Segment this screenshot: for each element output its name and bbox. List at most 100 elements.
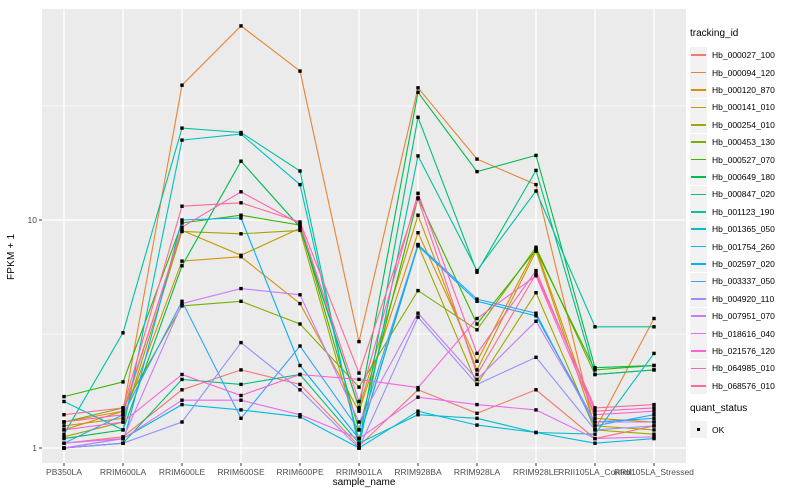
legend-color-line-icon — [691, 106, 706, 109]
data-point — [180, 402, 184, 407]
data-point — [534, 319, 538, 323]
data-point — [239, 24, 243, 28]
legend-color-line-icon — [691, 245, 706, 248]
legend-item-label: Hb_000027_100 — [712, 50, 775, 61]
data-point — [239, 286, 243, 291]
data-point — [357, 385, 361, 389]
legend-item-label: Hb_001365_050 — [712, 224, 775, 235]
data-point — [62, 399, 66, 404]
data-point — [121, 435, 125, 439]
legend-key-icon — [690, 98, 707, 116]
data-point — [239, 190, 243, 194]
legend-item-label: Hb_000453_130 — [712, 137, 775, 148]
data-point — [416, 413, 420, 417]
legend-color-line-icon — [691, 297, 706, 300]
legend-item-label: OK — [712, 424, 725, 435]
data-point — [652, 402, 656, 407]
data-point — [534, 153, 538, 158]
legend-key-icon — [690, 359, 707, 377]
data-point — [180, 372, 184, 377]
data-point — [534, 272, 538, 276]
data-point — [416, 409, 420, 413]
legend-color-line-icon — [691, 228, 706, 230]
data-point — [180, 126, 184, 130]
legend-color-line-icon — [691, 315, 706, 317]
data-point — [593, 424, 597, 428]
data-point — [534, 355, 538, 359]
data-point — [62, 394, 66, 399]
data-point — [534, 291, 538, 295]
data-point — [475, 297, 479, 301]
data-point — [298, 363, 302, 368]
data-point — [357, 377, 361, 382]
legend-item-Hb_000027_100: Hb_000027_100 — [690, 46, 775, 64]
data-point — [180, 259, 184, 263]
y-tick-label: 10 — [28, 215, 38, 225]
data-point — [62, 420, 66, 424]
x-tick-label: RRIM600LE — [159, 467, 206, 477]
data-point — [239, 299, 243, 303]
data-point — [239, 368, 243, 372]
data-point — [180, 138, 184, 142]
data-point — [534, 268, 538, 273]
data-point — [652, 413, 656, 417]
data-point — [180, 218, 184, 222]
data-point — [180, 420, 184, 424]
data-point — [416, 231, 420, 235]
data-point — [416, 197, 420, 201]
x-tick-label: RRIM928LE — [513, 467, 560, 477]
data-point — [534, 245, 538, 249]
data-point — [652, 363, 656, 368]
data-point — [357, 436, 361, 441]
data-point — [180, 229, 184, 234]
data-point — [239, 398, 243, 402]
legend-item-label: Hb_007951_070 — [712, 311, 775, 322]
data-point — [62, 436, 66, 441]
data-point — [239, 216, 243, 220]
data-point — [357, 446, 361, 450]
legend-item-label: Hb_068576_010 — [712, 380, 775, 391]
series-points-Hb_021576_120 — [62, 274, 656, 432]
x-tick-label: RRIM928LA — [454, 467, 501, 477]
legend-item-label: Hb_064985_010 — [712, 363, 775, 374]
legend-key-icon — [690, 151, 707, 168]
data-point — [62, 435, 66, 439]
legend-color-line-icon — [691, 193, 706, 196]
data-point — [180, 301, 184, 306]
data-point — [62, 424, 66, 428]
series-points-Hb_004920_110 — [62, 315, 656, 450]
data-point — [180, 83, 184, 87]
data-point — [416, 388, 420, 392]
data-point — [298, 344, 302, 348]
legend-color-line-icon — [691, 263, 706, 265]
data-point — [298, 382, 302, 387]
data-point — [180, 225, 184, 229]
data-point — [239, 132, 243, 136]
legend-item-label: Hb_018616_040 — [712, 328, 775, 339]
data-point — [180, 377, 184, 382]
legend-item-Hb_004920_110: Hb_004920_110 — [690, 290, 774, 308]
data-point — [357, 339, 361, 344]
data-point — [298, 182, 302, 187]
data-point — [121, 413, 125, 417]
data-point — [416, 395, 420, 399]
x-tick-label: RRIM600SE — [217, 467, 265, 477]
legend-key-icon — [690, 377, 707, 395]
legend-key-icon — [690, 307, 707, 325]
data-point — [62, 413, 66, 417]
x-tick-label: PB350LA — [46, 467, 82, 477]
data-point — [239, 253, 243, 257]
x-tick-label: RRIM600LA — [100, 467, 147, 477]
data-point — [180, 398, 184, 402]
legend-key-icon — [690, 238, 707, 255]
data-point — [475, 382, 479, 387]
data-point — [475, 416, 479, 420]
data-point — [593, 428, 597, 432]
data-point — [239, 340, 243, 345]
black-square-point-icon — [696, 427, 701, 432]
legend-item-Hb_001754_260: Hb_001754_260 — [690, 238, 775, 255]
data-point — [121, 406, 125, 410]
legend-color-line-icon — [691, 332, 706, 335]
data-point — [534, 248, 538, 252]
data-point — [475, 423, 479, 427]
